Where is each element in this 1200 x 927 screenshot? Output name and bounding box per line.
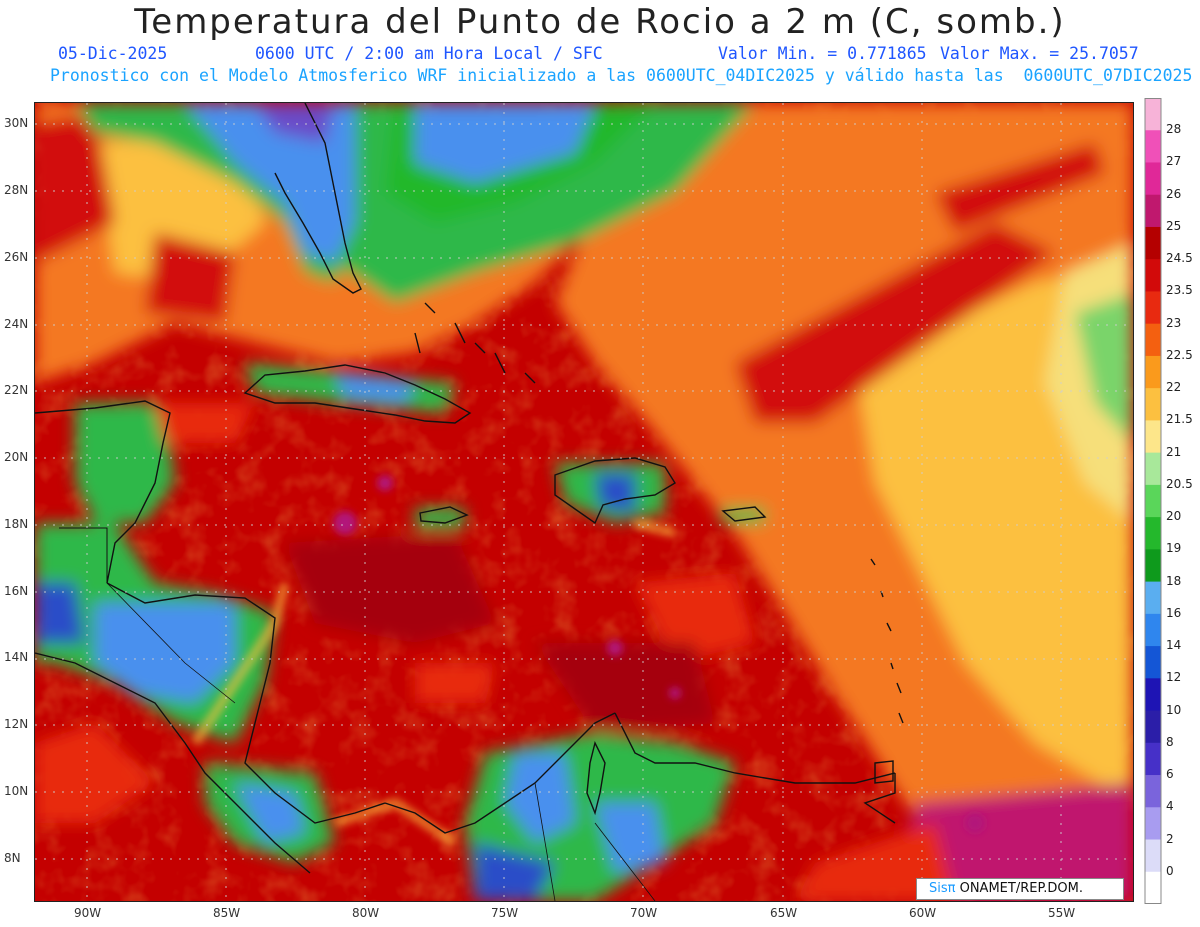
- colorbar-swatch: [1145, 484, 1161, 518]
- date-label: 05-Dic-2025: [58, 44, 168, 63]
- lat-label: 20N: [4, 450, 29, 464]
- lon-label: 90W: [74, 906, 102, 920]
- colorbar-tick-label: 23: [1166, 315, 1182, 330]
- colorbar-swatch: [1145, 388, 1161, 421]
- lat-label: 24N: [4, 317, 29, 331]
- colorbar-swatch: [1145, 839, 1161, 873]
- lon-label: 70W: [630, 906, 658, 920]
- lat-label: 22N: [4, 383, 29, 397]
- lat-label: 12N: [4, 717, 29, 731]
- colorbar: [1144, 98, 1162, 904]
- colorbar-swatch: [1145, 355, 1161, 389]
- colorbar-swatch: [1145, 871, 1161, 904]
- lat-label: 28N: [4, 183, 29, 197]
- colorbar-tick-label: 23.5: [1166, 283, 1193, 298]
- field-blue-honduras: [95, 603, 235, 703]
- lon-label: 75W: [491, 906, 519, 920]
- colorbar-swatch: [1145, 130, 1161, 163]
- colorbar-tick-label: 12: [1166, 670, 1182, 685]
- colorbar-swatch: [1145, 420, 1161, 454]
- colorbar-tick-label: 22.5: [1166, 347, 1193, 362]
- colorbar-tick-label: 8: [1166, 734, 1174, 749]
- colorbar-swatch: [1145, 323, 1161, 357]
- colorbar-tick-label: 16: [1166, 605, 1182, 620]
- colorbar-swatch: [1145, 742, 1161, 776]
- colorbar-swatch: [1145, 775, 1161, 808]
- lon-label: 65W: [770, 906, 798, 920]
- colorbar-tick-label: 6: [1166, 767, 1174, 782]
- colorbar-swatch: [1145, 226, 1161, 260]
- colorbar-tick-label: 10: [1166, 702, 1182, 717]
- colorbar-swatch: [1145, 517, 1161, 550]
- colorbar-tick-label: 27: [1166, 154, 1182, 169]
- colorbar-swatch: [1145, 581, 1161, 615]
- colorbar-tick-label: 20: [1166, 509, 1182, 524]
- lon-label: 60W: [909, 906, 937, 920]
- lat-label: 16N: [4, 584, 29, 598]
- colorbar-swatch: [1145, 710, 1161, 744]
- colorbar-tick-label: 0: [1166, 863, 1174, 878]
- credit-text: ONAMET/REP.DOM.: [955, 881, 1083, 896]
- lat-label: 14N: [4, 650, 29, 664]
- model-info: Pronostico con el Modelo Atmosferico WRF…: [50, 66, 1193, 85]
- colorbar-swatch: [1145, 678, 1161, 712]
- lat-label: 8N: [4, 851, 21, 865]
- colorbar-swatch: [1145, 646, 1161, 679]
- time-label: 0600 UTC / 2:00 am Hora Local / SFC: [255, 44, 603, 63]
- lat-label: 10N: [4, 784, 29, 798]
- colorbar-swatch: [1145, 452, 1161, 486]
- credit-brand: Sisπ: [929, 881, 956, 896]
- colorbar-tick-label: 21.5: [1166, 412, 1193, 427]
- lat-label: 26N: [4, 250, 29, 264]
- colorbar-swatch: [1145, 291, 1161, 325]
- colorbar-tick-label: 25: [1166, 218, 1182, 233]
- chart-title: Temperatura del Punto de Rocio a 2 m (C,…: [134, 2, 1066, 42]
- lon-label: 80W: [352, 906, 380, 920]
- colorbar-tick-label: 2: [1166, 831, 1174, 846]
- credit-box: Sisπ ONAMET/REP.DOM.: [916, 878, 1124, 900]
- lon-label: 85W: [213, 906, 241, 920]
- dewpoint-map: [34, 102, 1134, 902]
- colorbar-tick-label: 26: [1166, 186, 1182, 201]
- lon-label: 55W: [1048, 906, 1076, 920]
- lat-label: 30N: [4, 116, 29, 130]
- colorbar-tick-label: 14: [1166, 638, 1182, 653]
- colorbar-tick-label: 20.5: [1166, 476, 1193, 491]
- colorbar-tick-label: 22: [1166, 380, 1182, 395]
- colorbar-swatch: [1145, 162, 1161, 196]
- colorbar-tick-label: 21: [1166, 444, 1182, 459]
- min-value: Valor Min. = 0.771865: [718, 44, 927, 63]
- colorbar-tick-label: 19: [1166, 541, 1182, 556]
- colorbar-swatch: [1145, 194, 1161, 228]
- colorbar-tick-label: 4: [1166, 799, 1174, 814]
- colorbar-tick-label: 24.5: [1166, 251, 1193, 266]
- colorbar-swatch: [1145, 807, 1161, 841]
- field-orange-atlantic: [555, 103, 1133, 901]
- colorbar-swatch: [1145, 613, 1161, 647]
- lat-label: 18N: [4, 517, 29, 531]
- colorbar-tick-label: 28: [1166, 122, 1182, 137]
- graticule: [35, 103, 1133, 901]
- colorbar-swatch: [1145, 259, 1161, 292]
- max-value: Valor Max. = 25.7057: [940, 44, 1139, 63]
- colorbar-tick-label: 18: [1166, 573, 1182, 588]
- colorbar-swatch: [1145, 98, 1161, 131]
- colorbar-swatch: [1145, 549, 1161, 583]
- coastlines: [35, 103, 904, 901]
